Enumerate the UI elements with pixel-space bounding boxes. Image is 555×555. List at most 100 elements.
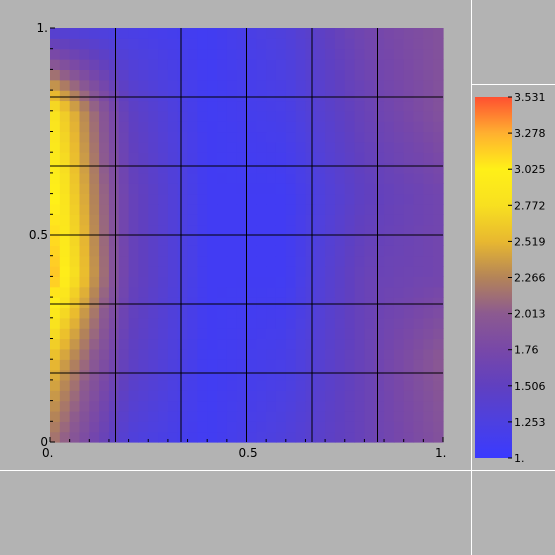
- heatmap-cell: [187, 245, 198, 257]
- heatmap-cell: [433, 235, 444, 246]
- heatmap-cell: [197, 121, 208, 133]
- heatmap-cell: [197, 235, 208, 246]
- heatmap-cell: [187, 183, 198, 195]
- heatmap-cell: [128, 359, 140, 371]
- heatmap-cell: [315, 328, 326, 340]
- heatmap-cell: [59, 131, 71, 143]
- heatmap-cell: [285, 28, 297, 39]
- heatmap-cell: [403, 410, 415, 422]
- heatmap-cell: [69, 276, 81, 288]
- heatmap-cell: [305, 131, 316, 143]
- heatmap-cell: [423, 266, 434, 277]
- heatmap-cell: [256, 38, 267, 50]
- heatmap-cell: [128, 255, 140, 267]
- heatmap-cell: [108, 28, 120, 39]
- pane-divider-legend-top: [472, 84, 555, 85]
- heatmap-cell: [236, 90, 248, 102]
- heatmap-cell: [285, 90, 297, 102]
- heatmap-cell: [207, 193, 218, 205]
- heatmap-cell: [187, 348, 198, 360]
- heatmap-cell: [99, 245, 110, 257]
- heatmap-cell: [325, 297, 336, 309]
- heatmap-cell: [384, 266, 395, 277]
- heatmap-cell: [177, 276, 189, 288]
- heatmap-cell: [197, 297, 208, 309]
- heatmap-cell: [374, 152, 385, 164]
- heatmap-cell: [384, 183, 395, 195]
- heatmap-cell: [69, 141, 81, 153]
- heatmap-cell: [246, 100, 257, 112]
- heatmap-cell: [99, 214, 110, 226]
- heatmap-cell: [217, 369, 228, 381]
- heatmap-cell: [138, 183, 149, 195]
- heatmap-cell: [354, 121, 365, 133]
- heatmap-cell: [364, 410, 375, 422]
- heatmap-cell: [118, 266, 130, 277]
- heatmap-cell: [148, 48, 159, 60]
- heatmap-cell: [177, 235, 189, 246]
- heatmap-cell: [433, 121, 444, 133]
- heatmap-cell: [207, 307, 218, 319]
- heatmap-cell: [118, 224, 130, 236]
- heatmap-cell: [207, 369, 218, 381]
- heatmap-cell: [374, 317, 385, 329]
- heatmap-cell: [334, 110, 346, 122]
- heatmap-cell: [167, 338, 179, 350]
- heatmap-cell: [138, 48, 149, 60]
- heatmap-cell: [108, 297, 120, 309]
- heatmap-cell: [226, 390, 238, 402]
- heatmap-cell: [118, 338, 130, 350]
- heatmap-cell: [433, 110, 444, 122]
- heatmap-cell: [207, 121, 218, 133]
- heatmap-cell: [158, 193, 169, 205]
- heatmap-cell: [187, 214, 198, 226]
- heatmap-cell: [433, 131, 444, 143]
- heatmap-cell: [158, 121, 169, 133]
- heatmap-cell: [266, 235, 277, 246]
- heatmap-cell: [118, 255, 130, 267]
- heatmap-cell: [118, 28, 130, 39]
- heatmap-cell: [364, 328, 375, 340]
- heatmap-cell: [256, 131, 267, 143]
- heatmap-cell: [315, 100, 326, 112]
- heatmap-cell: [50, 162, 61, 174]
- heatmap-cell: [50, 79, 61, 91]
- heatmap-cell: [256, 141, 267, 153]
- heatmap-cell: [423, 379, 434, 391]
- heatmap-cell: [354, 152, 365, 164]
- heatmap-cell: [138, 69, 149, 81]
- heatmap-cell: [89, 69, 100, 81]
- heatmap-cell: [158, 235, 169, 246]
- heatmap-cell: [285, 224, 297, 236]
- heatmap-cell: [374, 255, 385, 267]
- heatmap-cell: [275, 28, 287, 39]
- heatmap-cell: [138, 359, 149, 371]
- heatmap-cell: [433, 421, 444, 433]
- heatmap-cell: [69, 59, 81, 70]
- heatmap-cell: [325, 359, 336, 371]
- heatmap-cell: [344, 69, 356, 81]
- heatmap-cell: [433, 317, 444, 329]
- heatmap-cell: [69, 307, 81, 319]
- heatmap-cell: [89, 214, 100, 226]
- heatmap-cell: [128, 79, 140, 91]
- heatmap-cell: [413, 121, 424, 133]
- heatmap-cell: [167, 141, 179, 153]
- heatmap-cell: [158, 79, 169, 91]
- heatmap-cell: [69, 297, 81, 309]
- heatmap-cell: [413, 286, 424, 298]
- heatmap-cell: [187, 410, 198, 422]
- heatmap-cell: [246, 162, 257, 174]
- heatmap-cell: [295, 172, 307, 184]
- heatmap-cell: [305, 235, 316, 246]
- heatmap-cell: [217, 100, 228, 112]
- heatmap-cell: [374, 214, 385, 226]
- heatmap-cell: [59, 110, 71, 122]
- heatmap-cell: [138, 172, 149, 184]
- heatmap-cell: [364, 379, 375, 391]
- heatmap-cell: [275, 214, 287, 226]
- heatmap-cell: [305, 28, 316, 39]
- heatmap-cell: [197, 59, 208, 70]
- heatmap-cell: [354, 245, 365, 257]
- heatmap-cell: [118, 110, 130, 122]
